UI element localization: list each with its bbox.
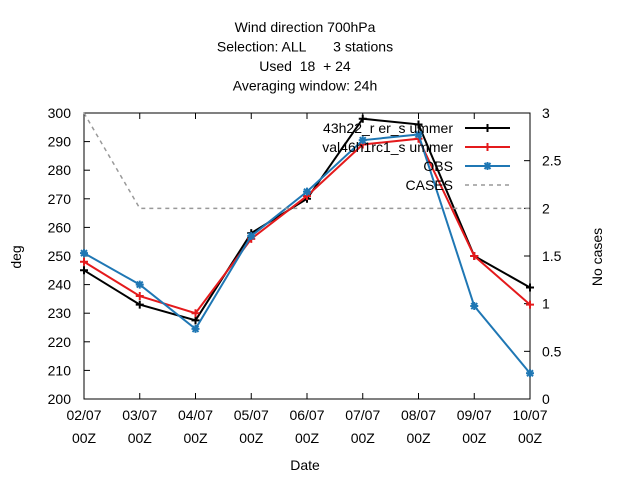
chart-title: Wind direction 700hPa Selection: ALL 3 st… <box>217 19 393 94</box>
data-point <box>526 300 534 309</box>
y-tick-label: 270 <box>48 191 72 207</box>
y2-tick-label: 0.5 <box>542 343 562 359</box>
series-3 <box>83 112 530 210</box>
data-point <box>414 130 423 139</box>
x-tick-label-time: 00Z <box>406 430 431 446</box>
plot-axes: 200 210 220 230 240 250 260 270 280 290 300 0 0.5 1 1.… <box>48 105 562 446</box>
y-tick-label: 200 <box>48 391 72 407</box>
y2-tick-label: 1 <box>542 296 550 312</box>
data-point <box>247 231 256 240</box>
y2-tick-label: 2 <box>542 200 550 216</box>
series-line <box>83 133 531 374</box>
x-tick-label-time: 00Z <box>183 430 208 446</box>
x-tick-label-date: 07/07 <box>345 407 380 423</box>
x-tick-label-time: 00Z <box>239 430 264 446</box>
series-2 <box>80 130 534 378</box>
plot-frame <box>83 112 531 400</box>
title-line: Averaging window: 24h <box>233 78 378 94</box>
series-line <box>83 112 530 210</box>
x-tick-label-date: 05/07 <box>234 407 269 423</box>
y-tick-label: 220 <box>48 334 72 350</box>
x-tick-label-time: 00Z <box>72 430 97 446</box>
series-1 <box>80 134 534 318</box>
y-tick-label: 260 <box>48 219 72 235</box>
data-point <box>135 300 144 309</box>
plot-series <box>80 112 534 378</box>
data-point <box>80 257 88 266</box>
title-line: Used 18 + 24 <box>259 58 351 74</box>
data-point <box>191 316 200 325</box>
y-tick-label: 290 <box>48 134 72 150</box>
data-point <box>191 309 200 318</box>
x-tick-label-time: 00Z <box>295 430 320 446</box>
series-line <box>83 137 531 315</box>
y-tick-label: 300 <box>48 105 72 121</box>
y2-tick-label: 1.5 <box>542 248 562 264</box>
y-tick-label: 210 <box>48 362 72 378</box>
x-tick-label-time: 00Z <box>518 430 543 446</box>
data-point <box>80 266 88 275</box>
data-point <box>470 302 479 311</box>
x-tick-label-date: 06/07 <box>289 407 324 423</box>
data-point <box>135 280 144 289</box>
y-axis-label: deg <box>8 245 24 268</box>
data-point <box>303 187 311 196</box>
data-point <box>470 252 479 260</box>
data-point <box>483 143 492 151</box>
legend-label: OBS <box>423 158 453 174</box>
data-point <box>526 369 534 378</box>
y-tick-label: 250 <box>48 248 72 264</box>
x-tick-label-date: 08/07 <box>401 407 436 423</box>
y2-tick-label: 3 <box>542 105 550 121</box>
x-tick-label-time: 00Z <box>351 430 376 446</box>
x-tick-label-date: 09/07 <box>457 407 492 423</box>
y2-axis-label: No cases <box>589 228 605 286</box>
data-point <box>358 114 367 123</box>
x-axis-label: Date <box>290 457 320 473</box>
data-point <box>135 292 144 301</box>
data-point <box>358 136 367 145</box>
legend-label: 43h22_r er_s ummer <box>323 120 453 136</box>
y2-tick-label: 0 <box>542 391 550 407</box>
y-tick-label: 230 <box>48 305 72 321</box>
x-tick-label-date: 03/07 <box>122 407 157 423</box>
data-point <box>483 124 492 132</box>
y-tick-label: 280 <box>48 162 72 178</box>
y2-tick-label: 2.5 <box>542 153 562 169</box>
data-point <box>80 249 88 258</box>
x-tick-label-date: 02/07 <box>66 407 101 423</box>
data-point <box>483 162 492 170</box>
series-line <box>83 117 531 322</box>
x-tick-label-date: 04/07 <box>178 407 213 423</box>
data-point <box>191 324 200 333</box>
x-tick-label-date: 10/07 <box>512 407 547 423</box>
data-point <box>526 283 534 292</box>
x-tick-label-time: 00Z <box>462 430 487 446</box>
y-tick-label: 240 <box>48 277 72 293</box>
title-line: Wind direction 700hPa <box>235 19 376 35</box>
title-line: Selection: ALL 3 stations <box>217 39 393 55</box>
data-point <box>414 120 423 129</box>
x-tick-label-time: 00Z <box>128 430 153 446</box>
legend-label: val46h1rc1_s ummer <box>322 139 453 155</box>
legend: 43h22_r er_s ummer val46h1rc1_s ummer OBS C… <box>322 120 510 193</box>
legend-label: CASES <box>406 177 453 193</box>
